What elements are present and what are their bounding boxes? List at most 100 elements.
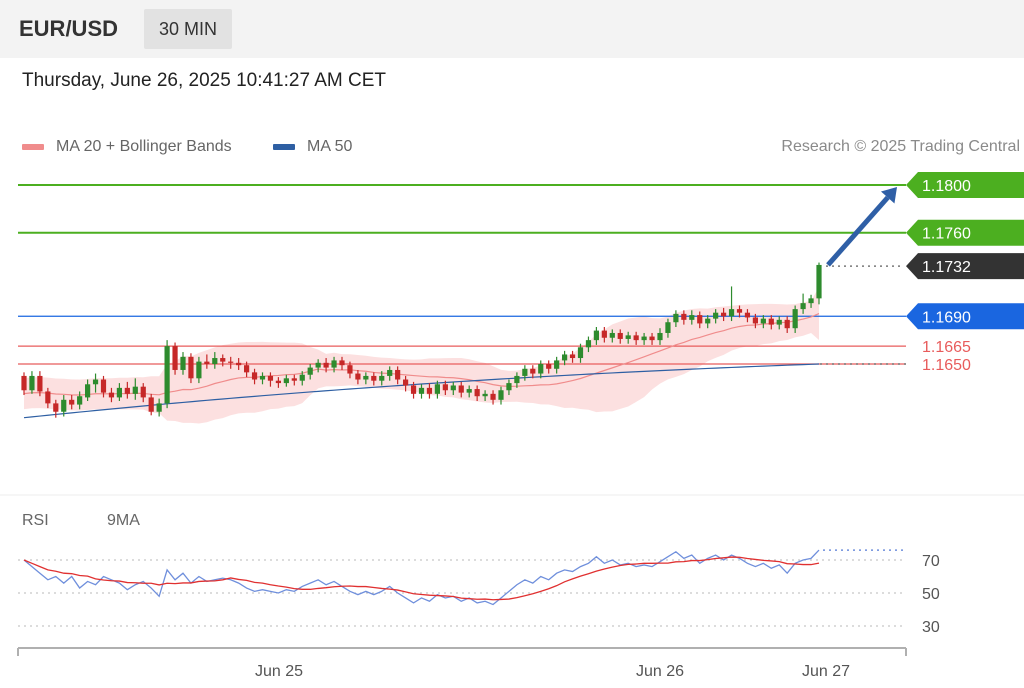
candle-body: [156, 403, 162, 412]
candle: [371, 372, 377, 386]
legend-ma20: MA 20 + Bollinger Bands: [22, 138, 232, 156]
candle: [196, 356, 202, 384]
candle: [665, 318, 671, 338]
candle: [601, 327, 607, 343]
legend-9ma: 9MA: [107, 512, 140, 530]
level-tag-1.1690: [906, 303, 1024, 330]
candle: [474, 385, 480, 401]
candle-body: [490, 393, 496, 400]
candle: [92, 373, 99, 393]
candle: [164, 340, 170, 409]
candle: [617, 329, 623, 344]
x-tick-label: Jun 27: [802, 663, 850, 680]
candle-body: [371, 375, 377, 381]
candle-body: [347, 365, 353, 374]
candle: [315, 359, 321, 373]
candle-body: [108, 392, 115, 398]
candle: [259, 372, 266, 385]
candle-body: [784, 319, 790, 329]
candle-body: [530, 368, 536, 374]
candle: [800, 293, 806, 314]
candle-body: [554, 360, 560, 369]
rsi-9ma-line: [23, 556, 820, 601]
candle-body: [37, 375, 43, 392]
candle: [418, 384, 425, 399]
candle: [689, 310, 695, 325]
candle: [752, 313, 758, 329]
candle-body: [236, 362, 242, 366]
candle-body: [100, 379, 107, 393]
candle: [593, 327, 599, 345]
candle: [426, 383, 433, 399]
candle-body: [649, 336, 655, 341]
candle: [562, 350, 568, 366]
candle-body: [164, 346, 170, 404]
candle: [331, 356, 337, 373]
candle-body: [188, 356, 194, 379]
timeframe-badge[interactable]: 30 MIN: [144, 9, 232, 49]
candle-body: [132, 386, 138, 394]
candle: [307, 364, 313, 380]
candle-body: [244, 365, 250, 373]
candle: [609, 329, 615, 343]
candle: [251, 368, 258, 385]
chart-timestamp: Thursday, June 26, 2025 10:41:27 AM CET: [22, 70, 387, 91]
candle-body: [403, 379, 409, 386]
candle-body: [450, 385, 456, 391]
candle: [705, 315, 711, 329]
candle: [808, 294, 814, 308]
candle-body: [331, 360, 337, 368]
candle: [681, 310, 687, 325]
candle-body: [140, 386, 146, 398]
target-arrow-head: [880, 187, 897, 204]
candle-body: [538, 364, 544, 374]
candle-body: [665, 322, 671, 333]
candle: [625, 331, 631, 344]
candle: [347, 361, 353, 379]
candle: [466, 385, 472, 398]
candle: [816, 262, 822, 305]
x-tick-label: Jun 25: [255, 663, 303, 680]
candle-body: [609, 332, 615, 338]
candle: [379, 371, 385, 386]
candle-body: [514, 375, 520, 384]
candle-body: [641, 336, 647, 341]
target-arrow-shaft: [826, 195, 890, 267]
candle-body: [681, 313, 687, 320]
candle: [768, 315, 774, 330]
candle-body: [498, 390, 504, 400]
candle-body: [776, 319, 782, 325]
candle: [21, 372, 27, 396]
candle-body: [85, 384, 91, 398]
rsi-tick-label: 30: [922, 619, 940, 636]
candle-body: [736, 309, 743, 313]
candle-body: [45, 391, 51, 404]
candle-body: [673, 313, 679, 323]
candle: [148, 393, 154, 416]
candle: [180, 352, 186, 375]
candle-body: [426, 387, 433, 394]
candle-body: [617, 332, 623, 339]
candle-body: [713, 312, 719, 319]
candle: [275, 377, 281, 388]
candle-body: [562, 354, 568, 361]
candle: [792, 305, 798, 333]
candle-body: [220, 358, 226, 362]
candle-body: [69, 399, 75, 405]
level-label-1.1690: 1.1690: [922, 309, 971, 326]
candle: [530, 365, 536, 379]
candle-body: [808, 298, 814, 304]
level-tag-1.1760: [906, 219, 1024, 246]
candle-body: [251, 372, 258, 380]
candle: [363, 372, 369, 385]
candle: [403, 375, 409, 392]
candle: [291, 374, 297, 386]
level-tag-1.1800: [906, 172, 1024, 198]
candle: [108, 387, 115, 403]
ma50-line: [23, 363, 820, 419]
candle: [697, 311, 703, 329]
candle: [85, 379, 91, 401]
candle-body: [585, 340, 592, 348]
candle: [116, 383, 122, 401]
candle: [228, 356, 234, 369]
